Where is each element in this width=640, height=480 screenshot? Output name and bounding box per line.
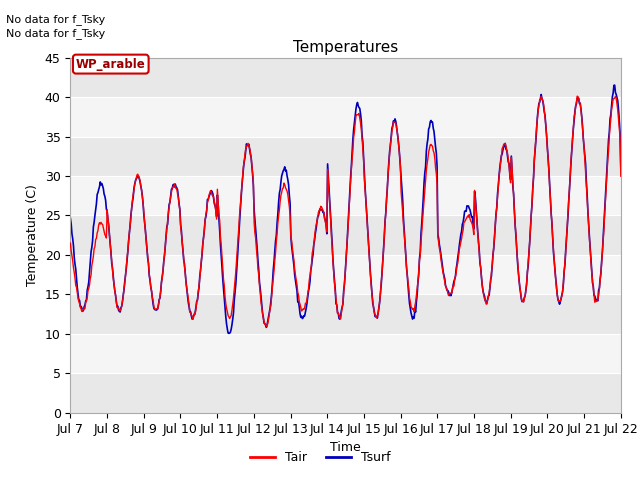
Tair (262, 324, 270, 329)
Bar (70, 216, 621, 255)
Bar (70, 136, 621, 176)
Tair (133, 172, 141, 178)
Tair (617, 173, 625, 179)
X-axis label: Time: Time (330, 441, 361, 454)
Text: WP_arable: WP_arable (76, 58, 146, 71)
Y-axis label: Temperature (C): Temperature (C) (26, 184, 39, 286)
Tsurf (225, 331, 233, 336)
Tsurf (218, 264, 226, 270)
Tsurf (413, 291, 421, 297)
Bar (70, 334, 621, 373)
Line: Tsurf: Tsurf (70, 85, 621, 334)
Title: Temperatures: Temperatures (293, 40, 398, 55)
Bar (70, 255, 621, 294)
Tair (573, 93, 581, 99)
Legend: Tair, Tsurf: Tair, Tsurf (245, 446, 395, 469)
Tair (189, 316, 196, 322)
Tsurf (429, 125, 437, 131)
Tair (77, 304, 84, 310)
Tsurf (67, 216, 74, 221)
Bar (70, 373, 621, 413)
Tair (429, 148, 437, 154)
Tsurf (617, 165, 625, 170)
Tair (413, 287, 421, 292)
Tsurf (189, 316, 196, 322)
Bar (70, 294, 621, 334)
Bar (70, 58, 621, 97)
Bar (70, 176, 621, 216)
Tair (218, 253, 226, 259)
Tsurf (611, 82, 618, 88)
Bar (70, 97, 621, 136)
Tair (67, 240, 74, 246)
Text: No data for f_Tsky
No data for f_Tsky: No data for f_Tsky No data for f_Tsky (6, 14, 106, 39)
Tsurf (133, 175, 141, 180)
Line: Tair: Tair (70, 96, 621, 326)
Tsurf (77, 304, 84, 310)
